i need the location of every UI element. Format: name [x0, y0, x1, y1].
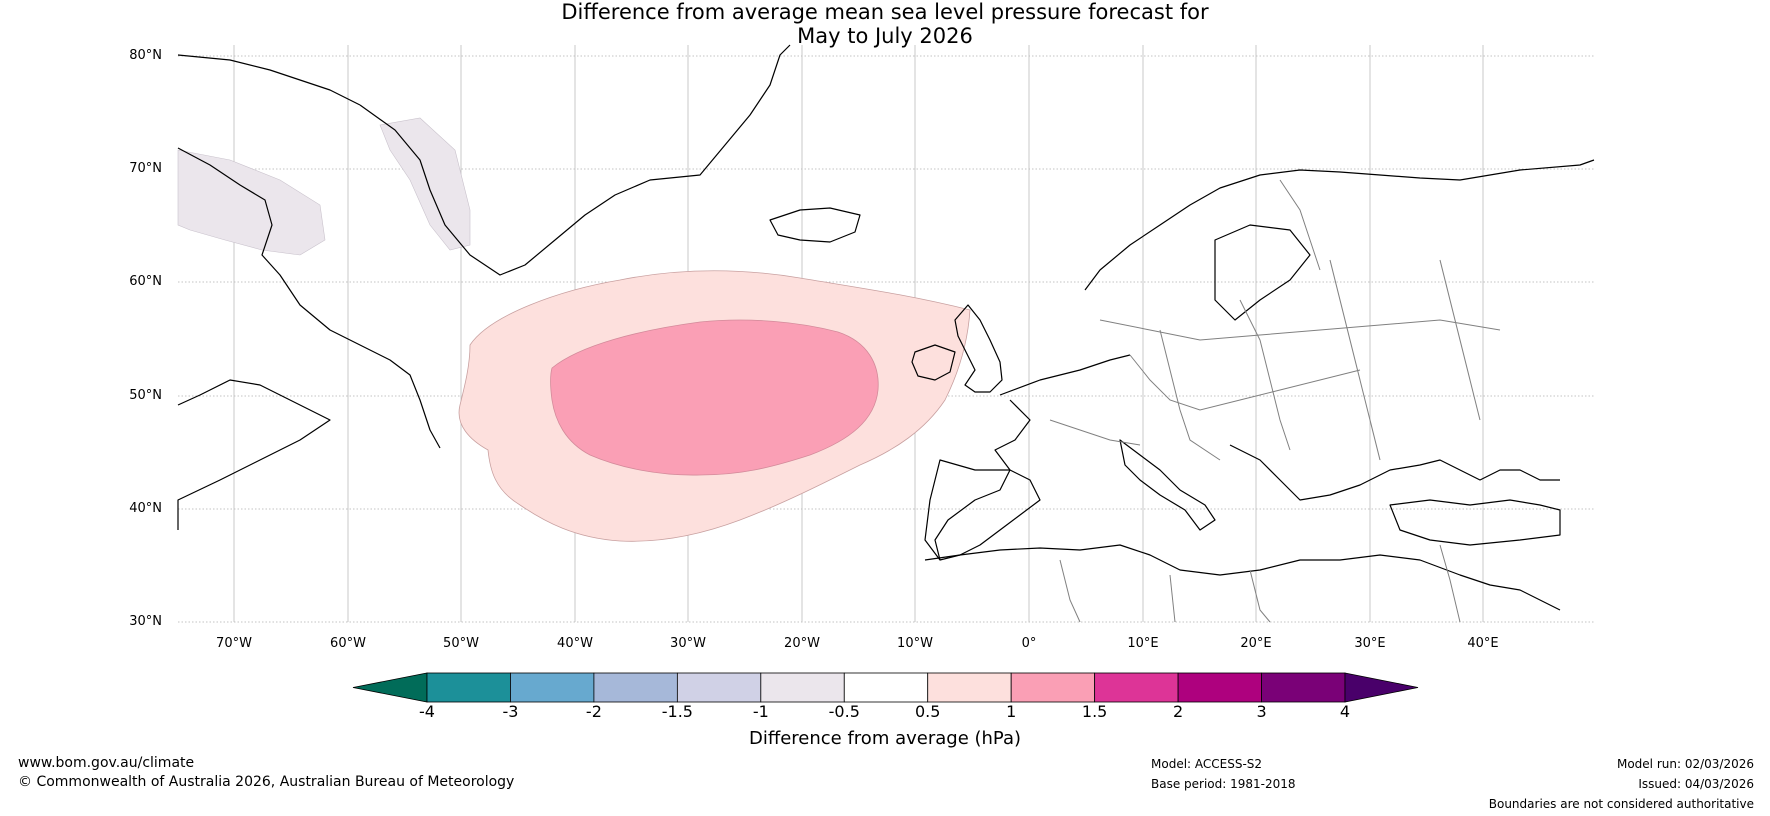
- colorbar-box: [593, 672, 678, 703]
- model-text: Model: ACCESS-S2: [1151, 757, 1263, 771]
- anomaly-shading: [177, 117, 971, 542]
- longitude-label: 10°E: [1127, 636, 1159, 651]
- longitude-label: 30°E: [1354, 636, 1386, 651]
- colorbar-box: [843, 672, 929, 703]
- colorbar-box: [760, 672, 845, 703]
- longitude-label: 10°W: [897, 636, 933, 651]
- colorbar-tick-label: 1.5: [1081, 702, 1108, 721]
- model-run-text: Model run: 02/03/2026: [1616, 757, 1754, 771]
- longitude-label: 40°E: [1467, 636, 1499, 651]
- disclaimer-text: Boundaries are not considered authoritat…: [1488, 797, 1754, 811]
- colorbar-tick-label: 4: [1339, 702, 1351, 721]
- colorbar-extend-low: [352, 672, 428, 703]
- border-line: [1249, 569, 1271, 623]
- coast-greenland: [359, 44, 791, 276]
- coast-balkans-black-sea: [1229, 444, 1560, 501]
- website-text: www.bom.gov.au/climate: [18, 755, 195, 771]
- border-line: [1439, 544, 1461, 623]
- colorbar-tick-label: 1: [1006, 702, 1017, 721]
- colorbar-box: [1261, 672, 1346, 703]
- border-line: [1329, 259, 1381, 461]
- base-period-text: Base period: 1981-2018: [1151, 777, 1296, 791]
- coast-norway-sweden: [1084, 159, 1595, 291]
- longitude-label: 70°W: [216, 636, 252, 651]
- longitude-label: 0°: [1021, 636, 1037, 651]
- country-borders: [1049, 179, 1501, 623]
- colorbar-tick-label: -1.5: [661, 702, 693, 721]
- colorbar-tick-label: 2: [1172, 702, 1184, 721]
- coast-baltic: [1214, 224, 1311, 321]
- anomaly-region-1-to-1.5: [550, 319, 879, 476]
- colorbar-tick-label: -4: [419, 702, 435, 721]
- longitude-label: 50°W: [443, 636, 479, 651]
- coast-britain: [954, 304, 1003, 393]
- border-line: [1059, 559, 1081, 623]
- latitude-label: 50°N: [129, 388, 162, 403]
- title-line-2: May to July 2026: [797, 24, 973, 48]
- coast-iceland: [769, 207, 861, 243]
- coast-canada-south: [177, 379, 331, 530]
- colorbar-box: [426, 672, 511, 703]
- coast-italy: [1119, 439, 1216, 531]
- coast-labrador: [177, 147, 441, 449]
- issued-text: Issued: 04/03/2026: [1638, 777, 1754, 791]
- longitude-label: 60°W: [330, 636, 366, 651]
- coast-iberia: [924, 459, 1041, 561]
- colorbar-box: [510, 672, 595, 703]
- colorbar-box: [1177, 672, 1262, 703]
- coast-canada-arctic: [177, 54, 361, 106]
- latitude-label: 70°N: [129, 161, 162, 176]
- longitude-label: 20°W: [784, 636, 820, 651]
- colorbar-box: [1010, 672, 1096, 703]
- coast-europe-west: [934, 354, 1131, 561]
- longitude-label: 40°W: [557, 636, 593, 651]
- colorbar-box: [676, 672, 762, 703]
- colorbar-box: [1094, 672, 1179, 703]
- colorbar-box: [927, 672, 1012, 703]
- latitude-label: 80°N: [129, 48, 162, 63]
- coastlines: [177, 44, 1595, 611]
- anomaly-region-weak-negative: [177, 149, 326, 256]
- border-line: [1439, 259, 1481, 421]
- coast-north-africa: [924, 544, 1561, 611]
- coast-turkey: [1389, 499, 1561, 546]
- longitude-label: 20°E: [1240, 636, 1272, 651]
- border-line: [1279, 179, 1321, 271]
- border-line: [1129, 354, 1361, 411]
- border-line: [1049, 419, 1141, 446]
- colorbar-tick-label: -0.5: [828, 702, 860, 721]
- colorbar-tick-label: -2: [585, 702, 602, 721]
- longitude-label: 30°W: [670, 636, 706, 651]
- border-line: [1239, 299, 1291, 451]
- colorbar-title: Difference from average (hPa): [748, 728, 1022, 749]
- colorbar-tick-label: -1: [752, 702, 769, 721]
- title-line-1: Difference from average mean sea level p…: [561, 0, 1209, 24]
- latitude-label: 40°N: [129, 501, 162, 516]
- coast-ireland: [911, 344, 956, 381]
- anomaly-region-weak-negative-greenland: [379, 117, 471, 251]
- chart-title: Difference from average mean sea level p…: [0, 0, 1770, 48]
- border-line: [1159, 329, 1221, 461]
- copyright-text: © Commonwealth of Australia 2026, Austra…: [18, 774, 515, 790]
- colorbar-tick-label: 3: [1256, 702, 1267, 721]
- colorbar-extend-high: [1344, 672, 1419, 703]
- latitude-label: 30°N: [129, 614, 162, 629]
- colorbar-tick-label: -3: [502, 702, 519, 721]
- colorbar-boxes: [352, 672, 1419, 703]
- latitude-label: 60°N: [129, 274, 162, 289]
- colorbar-tick-label: 0.5: [914, 702, 941, 721]
- border-line: [1099, 319, 1501, 341]
- border-line: [1169, 574, 1176, 623]
